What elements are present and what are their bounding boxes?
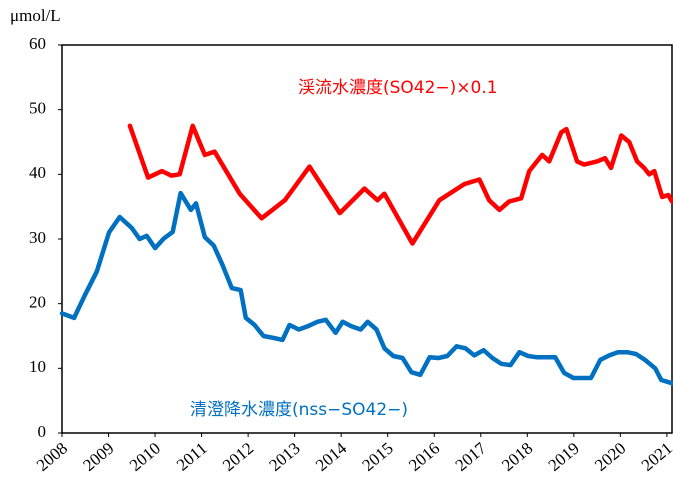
plot-frame	[61, 44, 673, 434]
x-tick-label: 2014	[312, 438, 351, 475]
y-tick-label: 60	[29, 34, 46, 53]
legend-label: 渓流水濃度(SO42−)×0.1	[298, 78, 498, 98]
x-tick-label: 2009	[79, 439, 117, 475]
x-tick-label: 2021	[638, 439, 673, 475]
x-tick-label: 2011	[173, 439, 211, 475]
y-tick-label: 30	[29, 228, 46, 247]
y-tick-label: 40	[29, 163, 46, 182]
x-tick-label: 2016	[405, 439, 443, 475]
series-line	[127, 123, 673, 246]
x-tick-label: 2017	[452, 438, 491, 475]
y-tick-label: 0	[38, 422, 47, 441]
y-tick-label: 50	[29, 99, 46, 118]
x-tick-label: 2012	[219, 439, 257, 475]
legend-label: 清澄降水濃度(nss−SO42−)	[190, 400, 408, 420]
series-line	[59, 190, 673, 386]
x-tick-label: 2020	[591, 439, 629, 475]
x-tick-label: 2008	[33, 439, 71, 475]
x-tick-label: 2010	[126, 439, 164, 475]
y-unit: μmol/L	[10, 6, 61, 25]
x-tick-label: 2013	[265, 439, 303, 475]
x-tick-label: 2015	[359, 439, 397, 475]
x-tick-label: 2018	[498, 439, 536, 475]
x-tick-label: 2019	[545, 439, 583, 475]
y-tick-label: 20	[29, 293, 46, 312]
y-tick-label: 10	[29, 357, 46, 376]
